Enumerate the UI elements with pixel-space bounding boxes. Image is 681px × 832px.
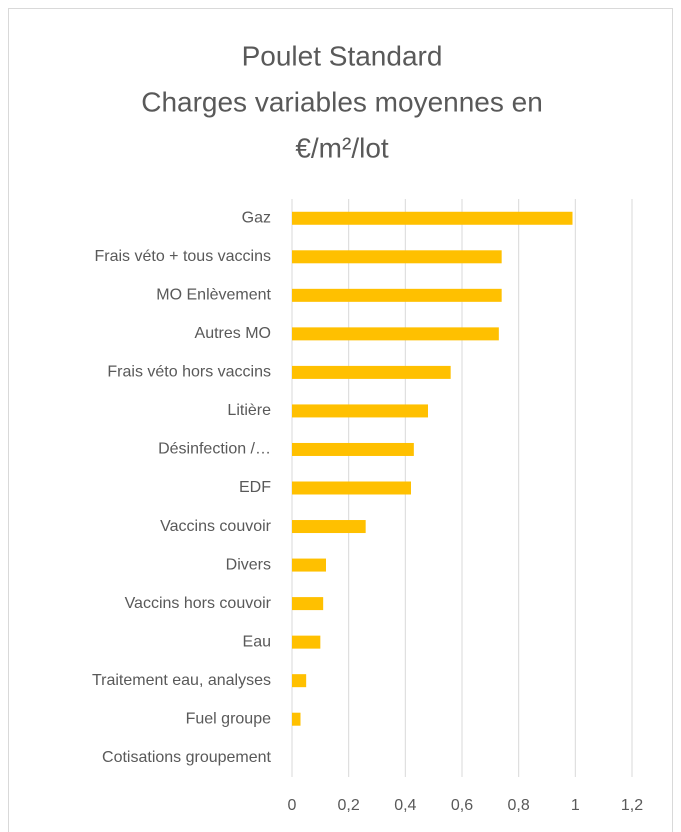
y-tick-label: Litière [227, 402, 271, 419]
chart-title: €/m²/lot [295, 132, 389, 163]
bar [292, 327, 499, 341]
bar [292, 250, 502, 264]
bar [292, 674, 307, 688]
y-tick-label: Vaccins hors couvoir [125, 595, 272, 612]
y-tick-label: Désinfection /… [158, 441, 271, 458]
y-tick-label: Autres MO [195, 325, 271, 342]
x-tick-label: 1,2 [621, 797, 643, 814]
x-tick-label: 0,2 [338, 797, 360, 814]
y-tick-label: Gaz [242, 209, 271, 226]
y-tick-label: Traitement eau, analyses [92, 672, 271, 689]
y-tick-label: Fuel groupe [186, 710, 271, 727]
y-tick-label: Vaccins couvoir [160, 518, 272, 535]
bar [292, 481, 411, 495]
y-tick-label: MO Enlèvement [156, 287, 271, 304]
bar [292, 211, 573, 225]
y-tick-label: Frais véto + tous vaccins [94, 248, 271, 265]
bar [292, 520, 366, 534]
y-tick-label: EDF [239, 479, 271, 496]
y-tick-label: Frais véto hors vaccins [107, 364, 271, 381]
chart-title: Charges variables moyennes en [141, 86, 543, 117]
y-tick-label: Cotisations groupement [102, 749, 272, 766]
bar [292, 558, 326, 572]
chart-title: Poulet Standard [242, 40, 443, 71]
bar [292, 597, 324, 611]
chart-frame [8, 8, 673, 832]
y-tick-label: Eau [243, 633, 271, 650]
x-tick-label: 0,8 [508, 797, 530, 814]
x-tick-label: 0,6 [451, 797, 473, 814]
bar [292, 442, 414, 456]
y-tick-label: Divers [226, 556, 271, 573]
bar [292, 404, 428, 418]
x-tick-label: 0 [288, 797, 297, 814]
bar [292, 365, 451, 379]
x-tick-label: 0,4 [394, 797, 416, 814]
bar [292, 712, 301, 726]
bar [292, 288, 502, 302]
x-tick-label: 1 [571, 797, 580, 814]
bar [292, 635, 321, 649]
